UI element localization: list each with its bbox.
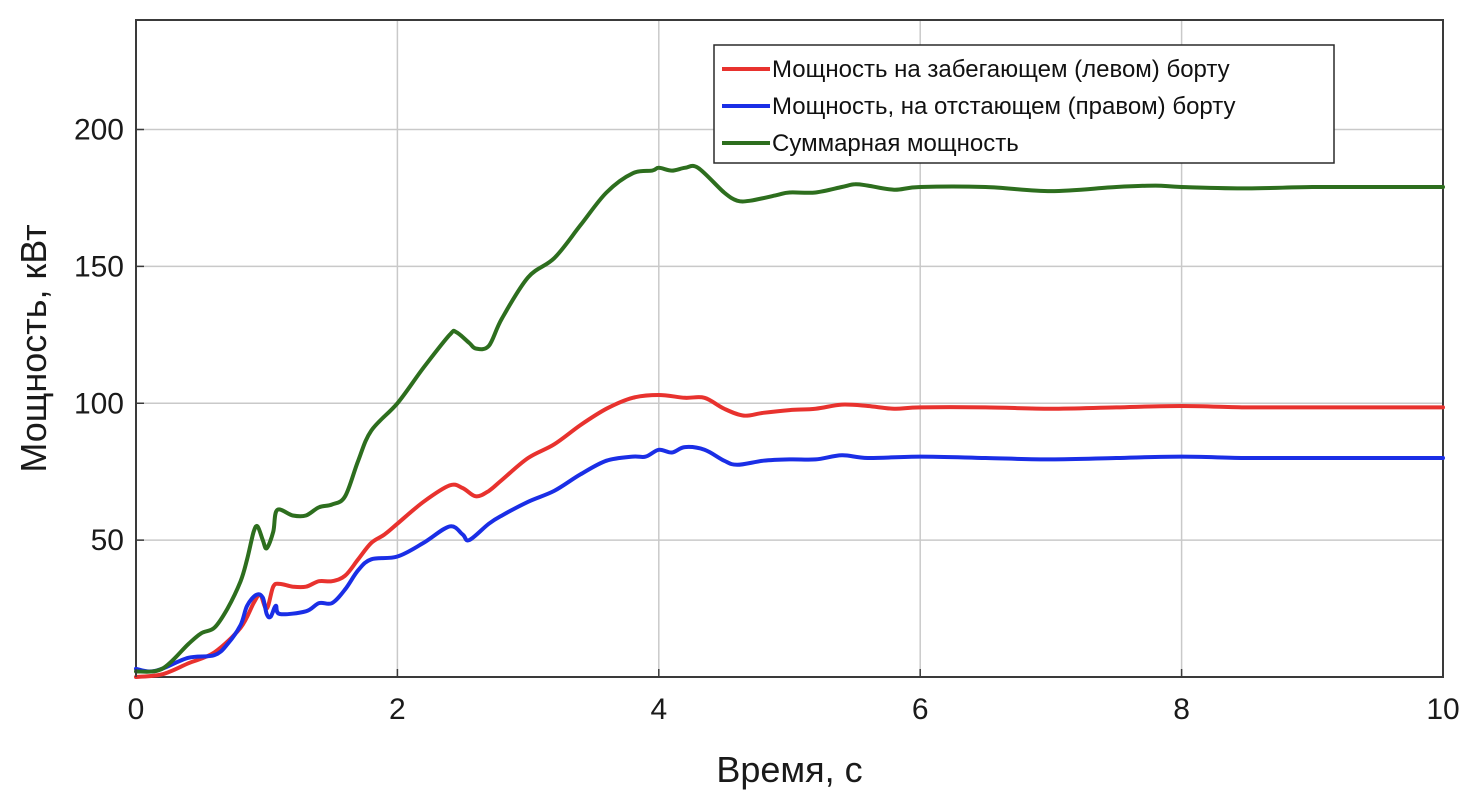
legend: Мощность на забегающем (левом) борту Мощн… [713, 44, 1335, 164]
legend-label-2: Мощность, на отстающем (правом) борту [772, 93, 1236, 120]
y-tick-label: 150 [74, 250, 124, 283]
x-tick-label: 8 [1173, 693, 1190, 726]
legend-box [713, 44, 1335, 164]
x-tick-label: 4 [650, 693, 667, 726]
y-axis-title: Мощность, кВт [13, 224, 54, 472]
legend-label-3: Суммарная мощность [772, 130, 1019, 157]
x-tick-label: 10 [1426, 693, 1459, 726]
series-lines [134, 163, 1445, 679]
y-tick-label: 50 [91, 524, 124, 557]
series-line-1 [134, 393, 1445, 679]
series-line-3 [134, 163, 1445, 674]
y-tick-label: 100 [74, 387, 124, 420]
x-axis-title: Время, с [716, 749, 862, 790]
series-line-2 [134, 444, 1445, 674]
legend-label-1: Мощность на забегающем (левом) борту [772, 56, 1230, 83]
x-tick-label: 0 [128, 693, 145, 726]
y-tick-label: 200 [74, 114, 124, 147]
tick-labels: 0 2 4 6 8 10 50 100 150 200 [74, 114, 1460, 727]
plot-area-frame [135, 19, 1444, 678]
x-tick-label: 6 [912, 693, 929, 726]
x-tick-label: 2 [389, 693, 406, 726]
